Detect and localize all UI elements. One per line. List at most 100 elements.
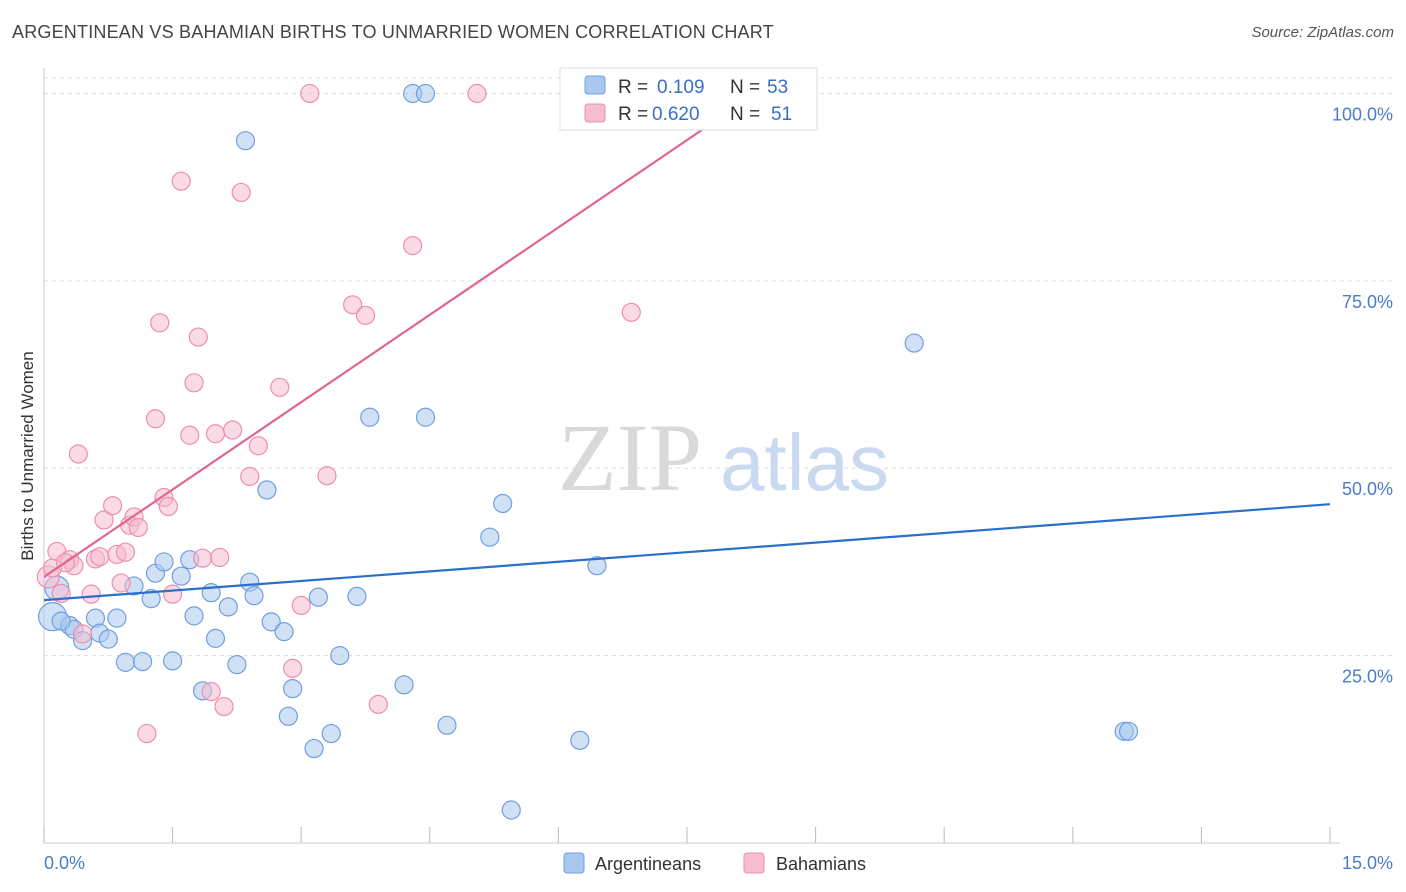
watermark-zip: ZIP	[558, 404, 702, 511]
bahamian-point-27	[188, 327, 208, 347]
argentinean-point-37	[360, 407, 380, 427]
y-axis-label: Births to Unmarried Women	[18, 351, 37, 560]
argentinean-point-35	[330, 646, 350, 666]
bahamian-point-11	[102, 496, 123, 516]
bahamian-point-43	[368, 694, 388, 714]
argentinean-point-46	[570, 730, 590, 750]
legend-n-value-2: 51	[771, 104, 792, 125]
argentinean-point-8	[107, 608, 127, 628]
y-tick-label-2: 75.0%	[1342, 292, 1393, 312]
argentinean-point-44	[493, 493, 513, 514]
argentinean-point-28	[261, 612, 281, 632]
argentinean-point-11	[132, 652, 153, 672]
argentinean-point-52	[51, 611, 71, 631]
legend-r-label-2: R =	[618, 104, 648, 125]
bahamian-point-19	[145, 409, 166, 429]
argentinean-point-24	[235, 131, 256, 151]
x-tick-label-1: 15.0%	[1342, 853, 1393, 873]
argentinean-point-18	[184, 606, 204, 626]
bahamian-point-26	[184, 373, 204, 393]
bahamian-point-37	[283, 658, 303, 678]
argentinean-point-33	[308, 587, 328, 607]
bahamian-point-31	[214, 696, 234, 717]
argentinean-trend-line	[43, 503, 1331, 602]
argentinean-point-38	[394, 675, 414, 695]
bottom-legend: Argentineans Bahamians	[563, 852, 866, 874]
y-tick-label-3: 100.0%	[1332, 104, 1393, 124]
legend-r-label-1: R =	[618, 77, 648, 98]
argentinean-point-47	[587, 556, 607, 576]
bahamian-point-50	[210, 547, 230, 568]
bahamian-point-38	[291, 595, 311, 616]
argentinean-point-43	[480, 527, 500, 547]
legend-r-value-2: 0.620	[652, 104, 700, 125]
bahamian-point-14	[115, 542, 136, 562]
argentinean-point-40	[415, 407, 436, 427]
bahamian-point-10	[94, 510, 114, 530]
bahamian-point-46	[621, 302, 641, 322]
argentinean-point-29	[274, 622, 294, 642]
legend: R = 0.109 N = 53 R = 0.620 N = 51	[559, 67, 818, 131]
argentinean-point-36	[347, 586, 367, 607]
argentinean-point-50	[1118, 721, 1139, 741]
bottom-legend-swatch-argentineans	[563, 852, 585, 874]
bahamian-point-30	[205, 424, 226, 444]
argentinean-point-48	[904, 333, 924, 353]
bahamian-point-32	[223, 420, 243, 440]
bahamian-point-36	[270, 377, 290, 397]
argentinean-point-15	[163, 651, 183, 671]
argentinean-point-14	[154, 552, 174, 572]
bahamian-point-45	[467, 83, 487, 104]
argentinean-point-45	[501, 800, 521, 820]
bahamian-point-40	[317, 466, 337, 486]
argentinean-point-42	[437, 715, 457, 735]
legend-n-label-1: N =	[730, 77, 760, 98]
argentinean-point-30	[278, 706, 298, 726]
argentinean-point-23	[227, 655, 247, 675]
y-tick-labels: 25.0% 50.0% 75.0% 100.0%	[1332, 104, 1393, 686]
legend-n-label-2: N =	[730, 104, 760, 125]
chart-title: ARGENTINEAN VS BAHAMIAN BIRTHS TO UNMARR…	[12, 22, 774, 42]
bahamian-point-41	[343, 295, 363, 315]
bahamian-point-33	[231, 182, 251, 203]
legend-swatch-argentineans	[584, 75, 606, 95]
bahamian-point-29	[201, 681, 221, 702]
argentinean-point-21	[205, 628, 226, 648]
x-tick-label-0: 0.0%	[44, 853, 85, 873]
trend-layer	[43, 92, 1331, 602]
bottom-legend-label-bahamians: Bahamians	[776, 854, 866, 874]
argentinean-point-16	[171, 566, 191, 586]
bahamian-point-6	[68, 444, 88, 464]
legend-n-value-1: 53	[767, 77, 788, 98]
argentinean-point-32	[304, 738, 324, 759]
bahamian-point-18	[137, 723, 157, 744]
bahamian-point-8	[81, 584, 101, 604]
argentinean-point-31	[283, 678, 303, 699]
bahamian-point-23	[163, 584, 183, 604]
grid-layer	[44, 77, 1392, 657]
argentinean-point-22	[218, 597, 238, 617]
bottom-legend-swatch-bahamians	[743, 852, 765, 874]
bahamian-point-34	[240, 466, 260, 487]
chart-source: Source: ZipAtlas.com	[1251, 24, 1394, 41]
points-layer	[36, 83, 1139, 820]
bahamian-point-24	[171, 171, 191, 191]
legend-swatch-bahamians	[584, 103, 606, 123]
bahamian-point-35	[248, 436, 268, 456]
argentinean-point-41	[415, 83, 436, 104]
argentinean-point-9	[115, 652, 136, 672]
bahamian-trend-line	[43, 92, 757, 578]
argentinean-point-12	[141, 589, 161, 609]
bahamian-point-39	[300, 83, 320, 104]
bahamian-point-44	[403, 236, 423, 256]
y-tick-label-1: 50.0%	[1342, 479, 1393, 499]
bahamian-point-13	[111, 573, 131, 593]
bahamian-point-22	[158, 496, 178, 517]
y-tick-label-0: 25.0%	[1342, 667, 1393, 687]
argentinean-point-7	[98, 629, 118, 649]
axis-layer	[43, 68, 1340, 844]
bahamian-point-17	[128, 517, 148, 538]
bahamian-point-42	[355, 305, 376, 325]
x-tick-labels: 0.0% 15.0%	[44, 853, 1393, 873]
